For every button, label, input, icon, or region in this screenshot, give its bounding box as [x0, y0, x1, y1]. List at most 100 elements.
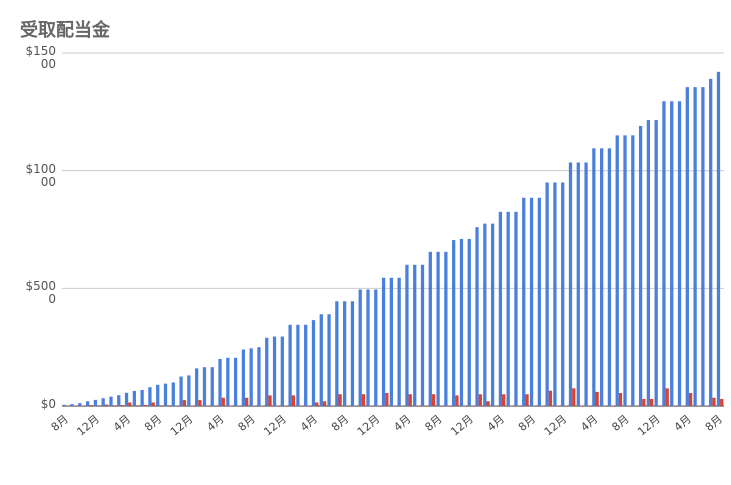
bar [537, 197, 541, 406]
bar [338, 394, 342, 406]
x-tick-label: 8月 [423, 412, 445, 434]
bar [436, 251, 440, 406]
x-tick-label: 12月 [635, 412, 663, 438]
bar [218, 358, 222, 406]
bar [304, 324, 308, 406]
bar [241, 349, 246, 406]
bar [233, 357, 238, 406]
x-tick-label: 8月 [236, 412, 258, 434]
bar [452, 240, 456, 406]
bar [712, 397, 716, 406]
x-tick-label: 8月 [516, 412, 538, 434]
bar [202, 367, 207, 406]
bar [89, 405, 93, 406]
bar [431, 394, 436, 406]
bar [171, 382, 175, 406]
bar [381, 277, 386, 406]
bar [167, 405, 171, 406]
bar [478, 394, 482, 406]
bar [163, 383, 168, 406]
bar [109, 396, 113, 406]
bar [467, 238, 471, 406]
bar [140, 389, 144, 406]
bar [642, 398, 646, 406]
bar [529, 197, 534, 406]
bar [607, 148, 612, 406]
bar [374, 289, 378, 406]
bar [159, 405, 163, 406]
bar [70, 404, 74, 406]
bar [654, 120, 658, 406]
x-tick-label: 4月 [204, 412, 226, 434]
bar [662, 101, 666, 406]
bar [548, 390, 553, 406]
bar [104, 404, 109, 406]
bar [595, 391, 599, 406]
bar [720, 398, 724, 406]
bar [385, 393, 389, 406]
bar [677, 101, 682, 406]
x-tick-label: 4月 [391, 412, 413, 434]
bar [128, 402, 132, 406]
bar [210, 367, 214, 406]
bar [389, 277, 393, 406]
bar [350, 301, 355, 406]
bar [280, 336, 284, 406]
bar [514, 211, 518, 406]
x-tick-label: 4月 [298, 412, 320, 434]
bar [143, 405, 148, 406]
bar [600, 148, 604, 406]
bar [420, 264, 425, 406]
y-tick-label: $5000 [25, 279, 56, 307]
bar [291, 395, 296, 406]
bar [265, 337, 269, 406]
bar [618, 393, 623, 406]
bar [444, 251, 448, 406]
bar [358, 289, 362, 406]
bar [198, 400, 202, 406]
bar [545, 182, 549, 406]
bar [226, 357, 230, 406]
bar [132, 390, 136, 406]
x-tick-label: 12月 [74, 412, 102, 438]
bar [475, 227, 479, 406]
x-tick-label: 8月 [703, 412, 725, 434]
bar [701, 87, 705, 406]
bar [268, 395, 272, 406]
bar [615, 135, 619, 406]
bar [572, 388, 576, 406]
x-tick-label: 12月 [542, 412, 570, 438]
bar [361, 394, 366, 406]
bar [716, 71, 721, 407]
bar [665, 388, 669, 406]
bar [693, 87, 697, 406]
bar [327, 314, 331, 406]
bar [272, 336, 277, 406]
bar [498, 211, 503, 406]
bar [623, 135, 627, 406]
bar [670, 101, 674, 406]
bar [135, 405, 140, 406]
bar [311, 320, 316, 406]
bar [182, 400, 186, 406]
x-tick-label: 8月 [329, 412, 351, 434]
bar [428, 251, 432, 406]
bar [490, 223, 495, 406]
bar [322, 401, 327, 406]
x-tick-label: 4月 [672, 412, 694, 434]
bar [187, 375, 191, 406]
bar [506, 211, 510, 406]
bar [97, 405, 101, 406]
bar [502, 394, 506, 406]
bar [179, 376, 183, 406]
bar [117, 395, 121, 406]
bar [709, 78, 713, 407]
bar [120, 405, 124, 406]
chart-title: 受取配当金 [20, 19, 111, 41]
bar [576, 162, 580, 406]
bar [413, 264, 417, 406]
bar [561, 182, 565, 406]
bar [101, 398, 105, 406]
